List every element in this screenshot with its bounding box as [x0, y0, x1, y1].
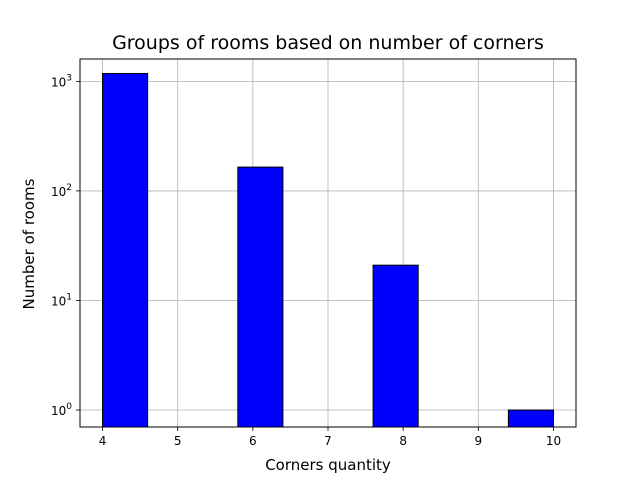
- y-ticks: 100 101 102 103: [51, 73, 80, 418]
- x-ticks: 4 5 6 7 8 9 10: [99, 427, 561, 448]
- grid-lines: [80, 59, 576, 427]
- x-tick-label: 5: [174, 434, 182, 448]
- y-tick-label: 102: [51, 183, 72, 199]
- chart-title: Groups of rooms based on number of corne…: [112, 32, 544, 54]
- bars: [102, 72, 554, 428]
- bar: [102, 72, 149, 428]
- x-tick-label: 10: [546, 434, 561, 448]
- bar: [237, 166, 284, 428]
- x-tick-label: 4: [99, 434, 107, 448]
- bar: [372, 264, 419, 428]
- x-tick-label: 8: [399, 434, 407, 448]
- y-axis-label: Number of rooms: [20, 178, 38, 309]
- y-tick-label: 100: [51, 402, 72, 418]
- x-tick-label: 6: [249, 434, 257, 448]
- x-tick-label: 7: [324, 434, 332, 448]
- x-tick-label: 9: [474, 434, 482, 448]
- bar: [507, 409, 554, 428]
- x-axis-label: Corners quantity: [265, 456, 391, 474]
- y-tick-label: 101: [51, 292, 72, 308]
- y-tick-label: 103: [51, 73, 72, 89]
